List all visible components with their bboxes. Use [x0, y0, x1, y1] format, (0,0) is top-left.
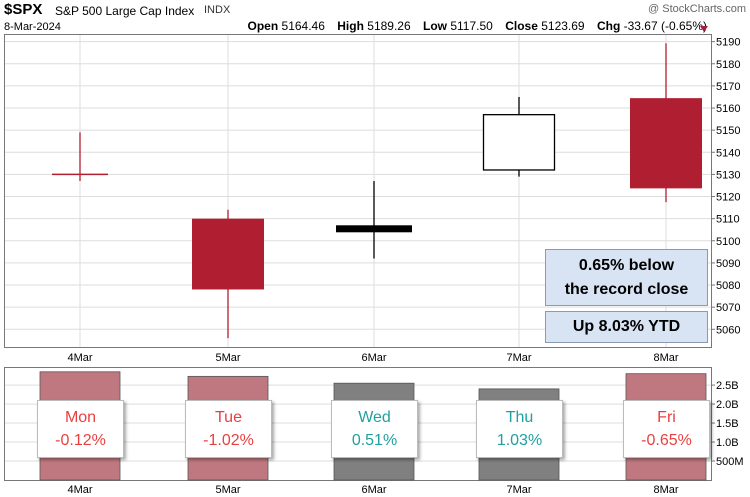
day-change-box: Mon -0.12% [37, 400, 124, 458]
price-xtick-label: 7Mar [506, 352, 531, 364]
volume-ytick-label: 500M [716, 456, 744, 468]
price-ytick-label: 5130 [716, 169, 740, 181]
candle-body [336, 225, 412, 233]
price-ytick-label: 5060 [716, 324, 740, 336]
volume-xtick-label: 4Mar [67, 484, 92, 496]
close-value: 5123.69 [541, 19, 585, 33]
price-xtick-label: 4Mar [67, 352, 92, 364]
price-ytick-label: 5180 [716, 59, 740, 71]
day-change-box: Fri -0.65% [623, 400, 710, 458]
candle-body [630, 98, 702, 189]
volume-xtick-label: 6Mar [361, 484, 386, 496]
record-close-callout: 0.65% below the record close [545, 249, 708, 306]
price-ytick-label: 5080 [716, 280, 740, 292]
close-label: Close [505, 19, 538, 33]
price-ytick-label: 5100 [716, 236, 740, 248]
chg-value: -33.67 (-0.65%) [623, 19, 707, 33]
day-pct-change: -1.02% [203, 432, 254, 449]
price-ytick-label: 5070 [716, 302, 740, 314]
price-ytick-label: 5170 [716, 81, 740, 93]
price-ytick-label: 5110 [716, 214, 740, 226]
chart-date: 8-Mar-2024 [4, 21, 61, 33]
volume-xtick-label: 8Mar [653, 484, 678, 496]
day-change-box: Tue -1.02% [185, 400, 272, 458]
day-pct-change: -0.12% [55, 432, 106, 449]
volume-ytick-label: 2.5B [716, 380, 739, 392]
open-value: 5164.46 [281, 19, 325, 33]
price-ytick-label: 5190 [716, 37, 740, 49]
day-name: Thu [505, 409, 534, 426]
day-pct-change: 1.03% [496, 432, 543, 449]
chg-label: Chg [596, 19, 621, 33]
price-ytick-label: 5120 [716, 192, 740, 204]
index-name: S&P 500 Large Cap Index [55, 4, 195, 18]
volume-ytick-label: 1.5B [716, 418, 739, 430]
candle-body [482, 114, 556, 171]
price-ytick-label: 5150 [716, 125, 740, 137]
day-name: Fri [657, 409, 676, 426]
day-name: Wed [358, 409, 391, 426]
price-xtick-label: 5Mar [215, 352, 240, 364]
ytd-callout: Up 8.03% YTD [545, 311, 708, 343]
high-label: High [337, 19, 364, 33]
watermark: @ StockCharts.com [648, 3, 746, 15]
day-pct-change: -0.65% [641, 432, 692, 449]
chg-down-arrow-icon [700, 26, 708, 32]
day-change-box: Wed 0.51% [331, 400, 418, 458]
price-ytick-label: 5160 [716, 103, 740, 115]
day-pct-change: 0.51% [351, 432, 398, 449]
low-label: Low [423, 19, 447, 33]
open-label: Open [247, 19, 279, 33]
volume-ytick-label: 2.0B [716, 399, 739, 411]
exchange-label: INDX [204, 4, 231, 16]
price-xtick-label: 6Mar [361, 352, 386, 364]
ytd-text: Up 8.03% YTD [572, 318, 681, 335]
price-ytick-label: 5140 [716, 147, 740, 159]
record-close-text: 0.65% below the record close [564, 257, 689, 298]
day-name: Mon [64, 409, 97, 426]
ohlc-readout: Open 5164.46 High 5189.26 Low 5117.50 Cl… [248, 19, 708, 33]
day-change-box: Thu 1.03% [476, 400, 563, 458]
low-value: 5117.50 [450, 19, 493, 33]
volume-xtick-label: 7Mar [506, 484, 531, 496]
day-name: Tue [215, 409, 242, 426]
price-xtick-label: 8Mar [653, 352, 678, 364]
volume-ytick-label: 1.0B [716, 437, 739, 449]
price-ytick-label: 5090 [716, 258, 740, 270]
candle-body [192, 218, 264, 290]
ticker-symbol: $SPX [4, 1, 43, 18]
high-value: 5189.26 [367, 19, 411, 33]
volume-xtick-label: 5Mar [215, 484, 240, 496]
